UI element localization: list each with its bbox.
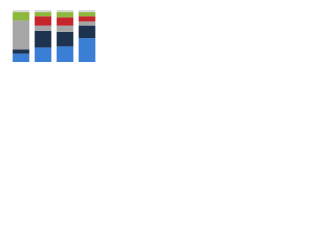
bar-segment [56,12,74,18]
bar-segment [56,31,74,47]
bar-segment [56,10,74,13]
bar-segment [78,38,96,62]
bar-segment [34,30,52,48]
page: {"chart_data": {"type": "stacked-bar", "… [0,0,320,71]
bar-segment [78,21,96,26]
bar-segment [56,25,74,32]
bar-segment [78,25,96,39]
bar-segment [34,47,52,62]
chart [12,10,96,62]
bar-segment [12,20,30,50]
bar-segment [78,12,96,17]
bar-segment [78,10,96,13]
bar-segment [34,25,52,31]
bar-segment [12,10,30,13]
bar-segment [56,17,74,26]
bar-segment [34,12,52,17]
bar-segment [12,12,30,21]
bar-segment [78,16,96,22]
bar-segment [12,49,30,54]
bar-segment [34,16,52,26]
bar-segment [34,10,52,13]
bar-segment [12,53,30,62]
bar-segment [56,46,74,62]
